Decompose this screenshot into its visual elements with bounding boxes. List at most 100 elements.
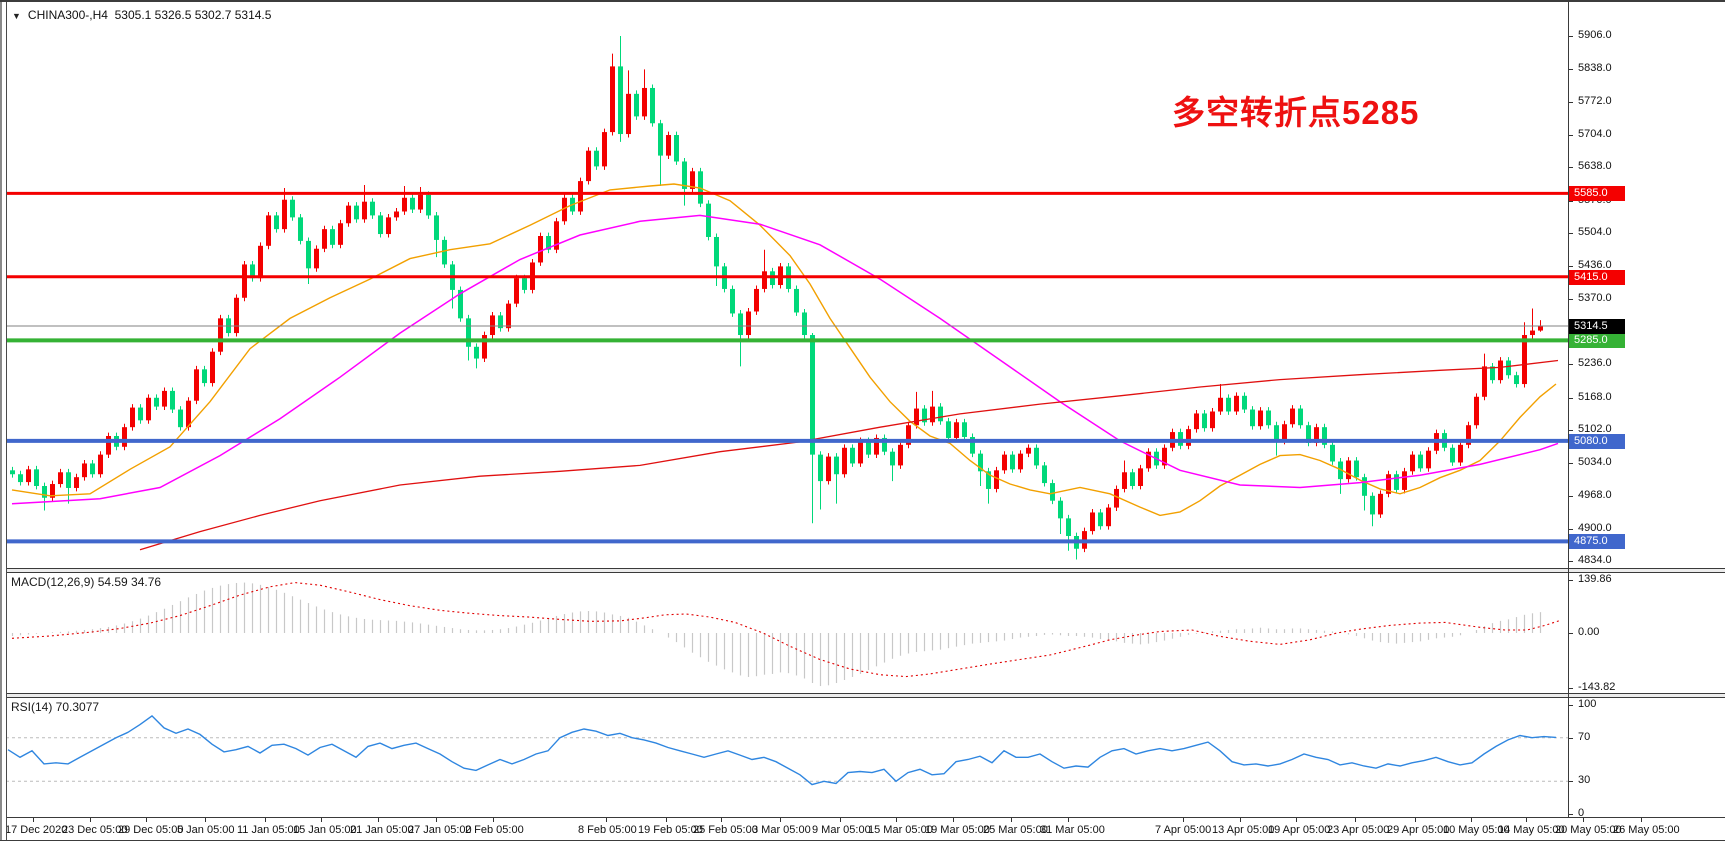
candle — [642, 69, 647, 120]
candle — [842, 444, 847, 478]
candle — [1346, 457, 1351, 483]
time-axis-label: 26 May 05:00 — [1613, 824, 1680, 836]
candle — [1226, 394, 1231, 415]
candle — [26, 465, 31, 486]
candle — [1162, 444, 1167, 469]
candle — [1466, 421, 1471, 449]
candle — [1490, 362, 1495, 384]
price-tick-label: 4834.0 — [1578, 554, 1612, 566]
candle — [538, 232, 543, 266]
time-axis-label: 7 Apr 05:00 — [1155, 824, 1212, 836]
candle — [1186, 425, 1191, 450]
time-tick-mark — [953, 818, 954, 822]
time-axis-label: 19 Apr 05:00 — [1268, 824, 1331, 836]
rsi-label: RSI(14) 70.3077 — [11, 700, 100, 714]
price-tick-mark — [1568, 201, 1573, 202]
candle — [1498, 357, 1503, 384]
candle — [434, 211, 439, 258]
time-axis-label: 15 Jan 05:00 — [293, 824, 357, 836]
axis-separator-line — [1568, 2, 1569, 817]
price-tick-mark — [1568, 69, 1573, 70]
macd-tick-label: -143.82 — [1578, 681, 1616, 693]
candle — [138, 404, 143, 424]
candle — [1274, 421, 1279, 456]
candle — [394, 208, 399, 221]
candle — [610, 53, 615, 136]
macd-tick-label: 0.00 — [1578, 626, 1600, 638]
candle — [818, 451, 823, 510]
candle — [338, 219, 343, 249]
candle — [1242, 392, 1247, 413]
candle — [378, 211, 383, 238]
candle — [730, 285, 735, 317]
time-tick-mark — [1471, 818, 1472, 822]
candle — [1506, 357, 1511, 379]
annotation-text: 多空转折点5285 — [1172, 94, 1420, 131]
panel-splitter-rsi[interactable] — [0, 693, 1725, 698]
candle — [1074, 532, 1079, 560]
candle — [1090, 509, 1095, 535]
rsi-panel[interactable] — [0, 698, 1568, 817]
candle — [482, 331, 487, 362]
time-axis-label: 20 May 05:00 — [1555, 824, 1622, 836]
time-tick-mark — [1583, 818, 1584, 822]
candle — [234, 294, 239, 337]
time-tick-mark — [265, 818, 266, 822]
time-tick-mark — [606, 818, 607, 822]
candle — [1370, 492, 1375, 527]
time-tick-mark — [1011, 818, 1012, 822]
candle — [258, 242, 263, 282]
macd-panel[interactable] — [0, 573, 1568, 693]
candle — [634, 90, 639, 120]
price-level-flag: 5415.0 — [1569, 270, 1625, 285]
price-level-flag: 4875.0 — [1569, 534, 1625, 549]
candle — [1042, 461, 1047, 487]
time-axis-label: 19 Mar 05:00 — [925, 824, 990, 836]
price-tick-mark — [1568, 135, 1573, 136]
candle — [762, 249, 767, 293]
candle — [418, 186, 423, 213]
candle — [1218, 384, 1223, 415]
time-axis-label: 5 Jan 05:00 — [177, 824, 235, 836]
time-axis-label: 27 Jan 05:00 — [408, 824, 472, 836]
candle — [1026, 444, 1031, 458]
candle — [1266, 407, 1271, 429]
time-tick-mark — [1068, 818, 1069, 822]
candle — [474, 343, 479, 369]
macd-tick-mark — [1568, 688, 1573, 689]
time-tick-mark — [90, 818, 91, 822]
candle — [402, 186, 407, 215]
price-chart-panel[interactable] — [0, 2, 1568, 568]
price-tick-mark — [1568, 364, 1573, 365]
candle — [162, 387, 167, 411]
candle — [994, 466, 999, 493]
candle — [1418, 451, 1423, 472]
time-tick-mark — [1240, 818, 1241, 822]
candle — [906, 421, 911, 449]
candle — [1330, 441, 1335, 465]
price-tick-label: 5236.0 — [1578, 357, 1612, 369]
macd-label: MACD(12,26,9) 54.59 34.76 — [11, 575, 162, 589]
candle — [1530, 308, 1535, 339]
candle — [1410, 451, 1415, 475]
candle — [466, 314, 471, 361]
candle — [194, 365, 199, 405]
panel-splitter-macd[interactable] — [0, 568, 1725, 573]
time-tick-mark — [666, 818, 667, 822]
symbol-dropdown-icon[interactable]: ▼ — [12, 11, 21, 21]
time-tick-mark — [146, 818, 147, 822]
price-tick-label: 4968.0 — [1578, 489, 1612, 501]
candle — [1098, 509, 1103, 530]
candle — [1290, 405, 1295, 428]
price-tick-mark — [1568, 430, 1573, 431]
candle — [1378, 490, 1383, 518]
candle — [970, 433, 975, 458]
rsi-tick-label: 100 — [1578, 698, 1597, 710]
time-tick-mark — [33, 818, 34, 822]
candle — [1146, 448, 1151, 472]
candle — [290, 196, 295, 221]
candle — [930, 390, 935, 426]
time-axis[interactable]: 17 Dec 2020 23 Dec 05:00 29 Dec 05:00 5 Jan… — [0, 817, 1725, 840]
time-tick-mark — [321, 818, 322, 822]
candle — [650, 84, 655, 127]
